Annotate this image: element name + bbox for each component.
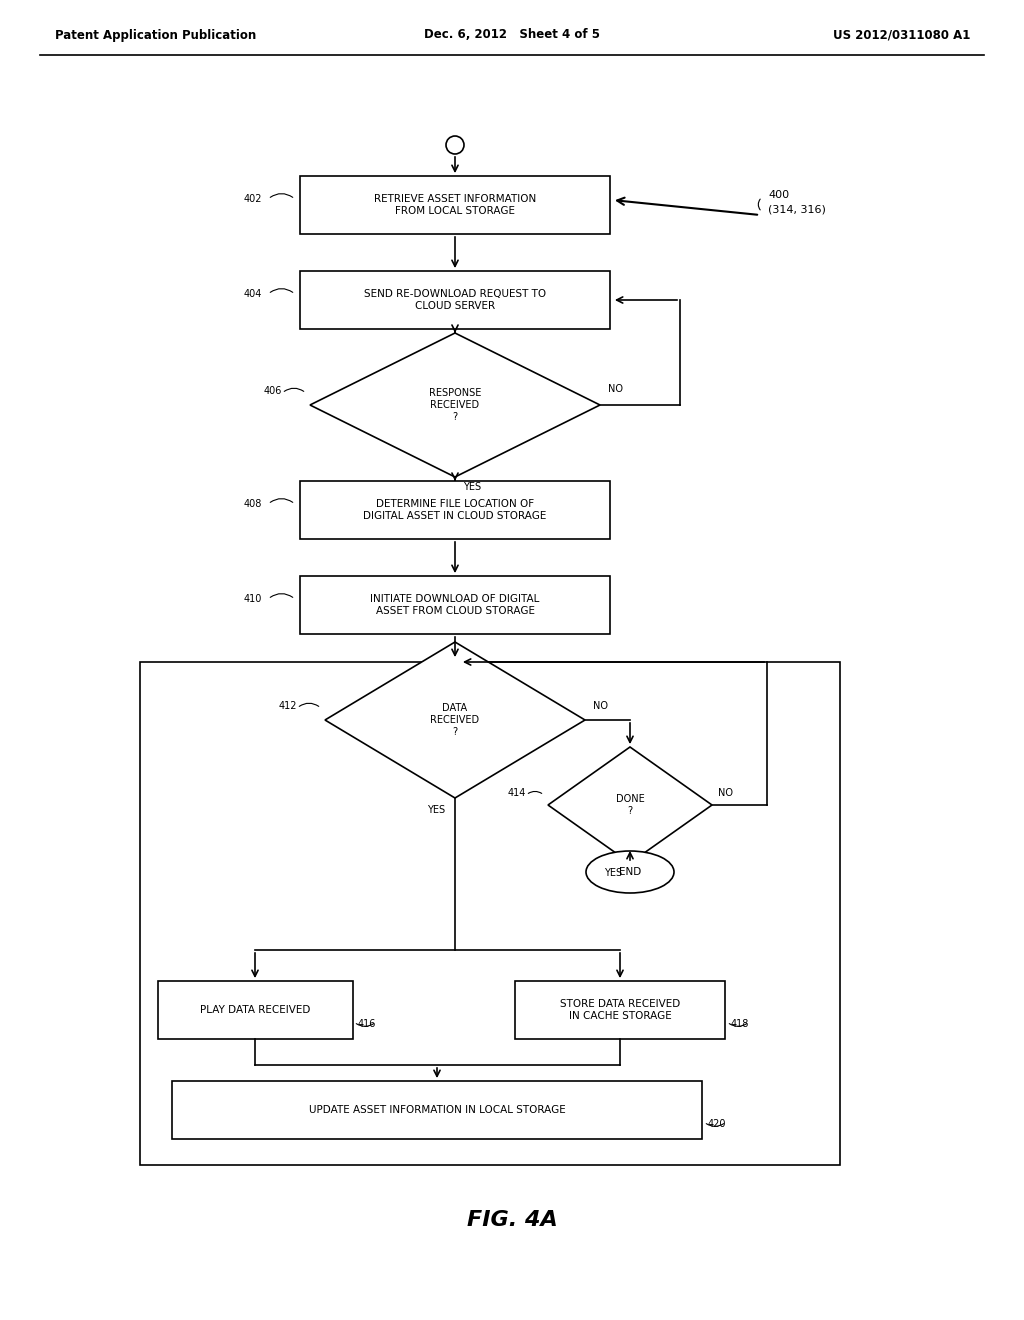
Text: YES: YES	[463, 482, 481, 492]
Text: 414: 414	[508, 788, 526, 799]
Text: US 2012/0311080 A1: US 2012/0311080 A1	[833, 29, 970, 41]
Text: UPDATE ASSET INFORMATION IN LOCAL STORAGE: UPDATE ASSET INFORMATION IN LOCAL STORAG…	[308, 1105, 565, 1115]
Text: DONE
?: DONE ?	[615, 795, 644, 816]
Text: Patent Application Publication: Patent Application Publication	[55, 29, 256, 41]
Text: 402: 402	[244, 194, 262, 205]
FancyBboxPatch shape	[158, 981, 352, 1039]
Text: SEND RE-DOWNLOAD REQUEST TO
CLOUD SERVER: SEND RE-DOWNLOAD REQUEST TO CLOUD SERVER	[364, 289, 546, 310]
Text: YES: YES	[604, 869, 622, 878]
Text: 406: 406	[263, 385, 282, 396]
Text: DATA
RECEIVED
?: DATA RECEIVED ?	[430, 704, 479, 737]
Text: PLAY DATA RECEIVED: PLAY DATA RECEIVED	[200, 1005, 310, 1015]
Ellipse shape	[586, 851, 674, 894]
Polygon shape	[310, 333, 600, 477]
Text: DETERMINE FILE LOCATION OF
DIGITAL ASSET IN CLOUD STORAGE: DETERMINE FILE LOCATION OF DIGITAL ASSET…	[364, 499, 547, 521]
Text: NO: NO	[593, 701, 608, 711]
Text: RESPONSE
RECEIVED
?: RESPONSE RECEIVED ?	[429, 388, 481, 421]
Text: YES: YES	[427, 805, 445, 814]
FancyBboxPatch shape	[300, 176, 610, 234]
Text: NO: NO	[718, 788, 733, 799]
Text: Dec. 6, 2012   Sheet 4 of 5: Dec. 6, 2012 Sheet 4 of 5	[424, 29, 600, 41]
Text: 416: 416	[358, 1019, 377, 1030]
Text: 400: 400	[768, 190, 790, 201]
Text: 420: 420	[708, 1119, 726, 1129]
FancyBboxPatch shape	[300, 271, 610, 329]
Text: NO: NO	[608, 384, 623, 393]
FancyBboxPatch shape	[140, 663, 840, 1166]
Text: FIG. 4A: FIG. 4A	[467, 1210, 557, 1230]
FancyBboxPatch shape	[300, 576, 610, 634]
Text: 418: 418	[731, 1019, 750, 1030]
Circle shape	[446, 136, 464, 154]
Polygon shape	[548, 747, 712, 863]
Text: END: END	[618, 867, 641, 876]
Text: 410: 410	[244, 594, 262, 605]
Text: RETRIEVE ASSET INFORMATION
FROM LOCAL STORAGE: RETRIEVE ASSET INFORMATION FROM LOCAL ST…	[374, 194, 537, 215]
FancyBboxPatch shape	[172, 1081, 702, 1139]
Text: 408: 408	[244, 499, 262, 510]
Text: (314, 316): (314, 316)	[768, 205, 826, 215]
FancyBboxPatch shape	[515, 981, 725, 1039]
Text: INITIATE DOWNLOAD OF DIGITAL
ASSET FROM CLOUD STORAGE: INITIATE DOWNLOAD OF DIGITAL ASSET FROM …	[371, 594, 540, 616]
FancyBboxPatch shape	[300, 480, 610, 539]
Text: 404: 404	[244, 289, 262, 300]
Text: 412: 412	[279, 701, 297, 711]
Polygon shape	[325, 642, 585, 799]
Text: STORE DATA RECEIVED
IN CACHE STORAGE: STORE DATA RECEIVED IN CACHE STORAGE	[560, 999, 680, 1020]
